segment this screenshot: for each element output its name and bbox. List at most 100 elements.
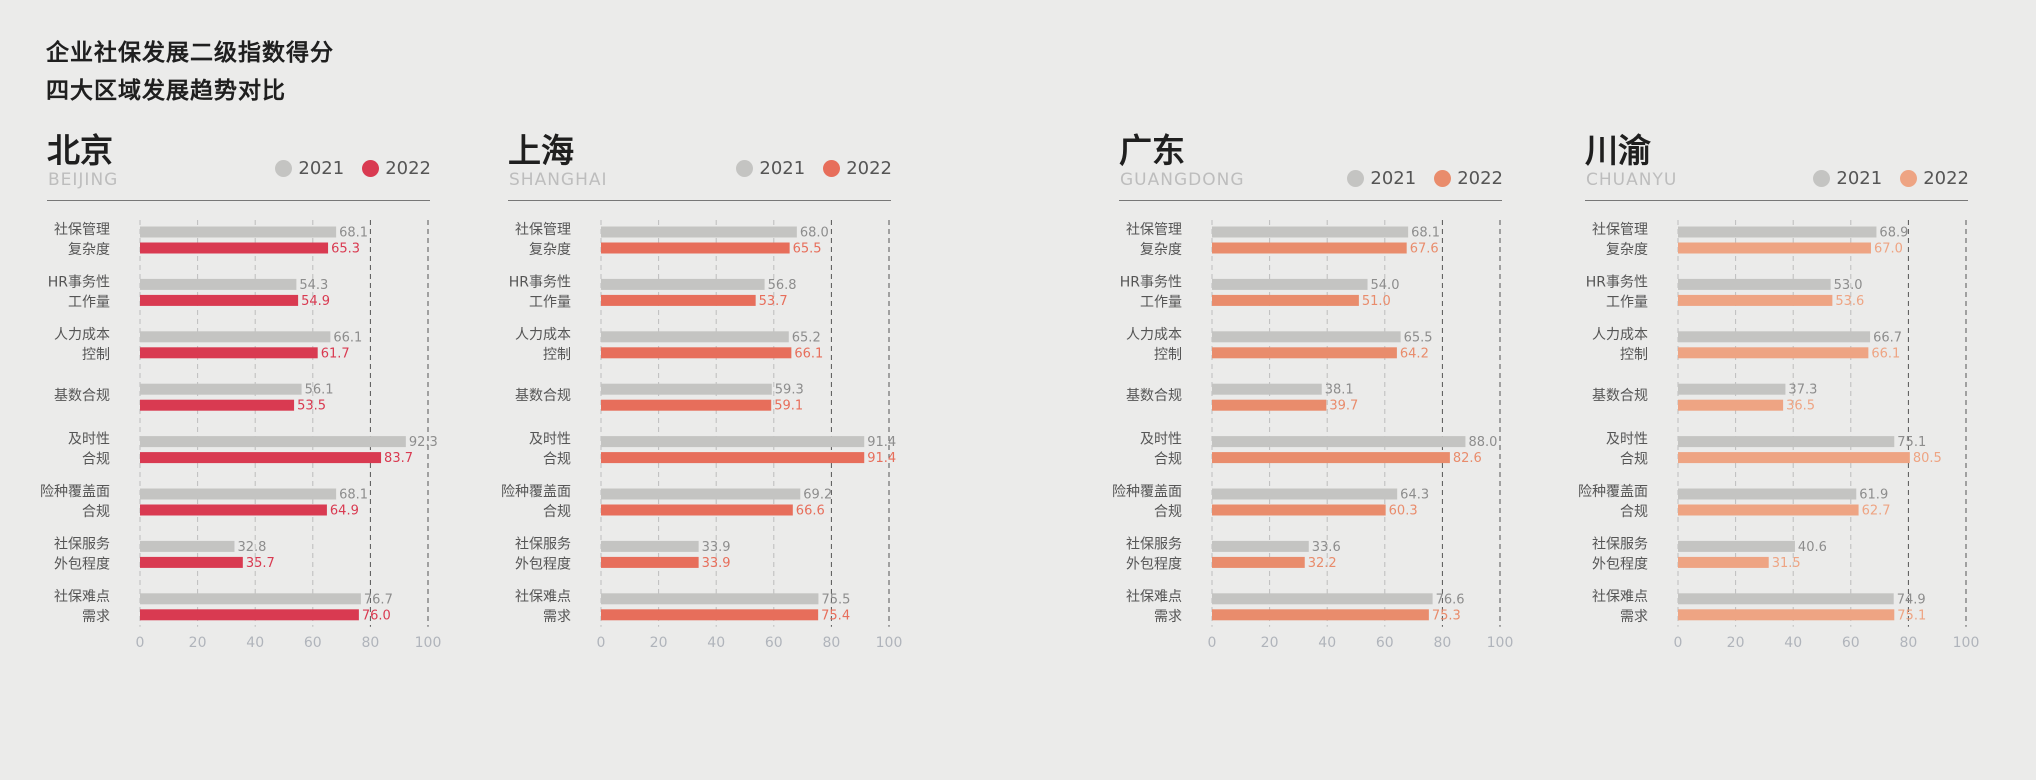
category-label: 社保服务外包程度	[515, 536, 571, 572]
value-label-2022: 33.9	[702, 556, 731, 571]
bar-plot: 0 20 40 60 80 100社保管理复杂度68.165.3HR事务性工作量54.35…	[40, 220, 441, 651]
category-label-line: 合规	[1620, 504, 1648, 520]
category-label-line: 工作量	[68, 294, 110, 310]
value-label-2021: 64.3	[1400, 488, 1429, 503]
value-label-2021: 68.9	[1879, 226, 1908, 241]
value-label-2021: 59.3	[775, 383, 804, 398]
category-label-line: HR事务性	[48, 274, 110, 290]
chart-subtitle: SHANGHAI	[509, 170, 608, 190]
bar-2022	[601, 242, 790, 254]
bar-2022	[601, 452, 865, 464]
category-label-line: 控制	[1154, 347, 1182, 363]
category-label-line: 工作量	[1140, 294, 1182, 310]
bar-2022	[1212, 347, 1397, 359]
bar-2022	[1678, 556, 1769, 568]
value-label-2022: 75.3	[1432, 608, 1461, 623]
category-label-line: 及时性	[529, 432, 571, 448]
category-label-line: 控制	[82, 347, 110, 363]
value-label-2022: 53.7	[759, 294, 788, 309]
bar-2022	[601, 347, 792, 359]
legend: 2021 2022	[1795, 168, 1969, 189]
value-label-2021: 61.9	[1859, 488, 1888, 503]
bar-2021	[601, 331, 789, 343]
category-label-line: 复杂度	[1606, 241, 1648, 258]
x-tick-label: 100	[1487, 635, 1514, 651]
value-label-2022: 39.7	[1329, 399, 1358, 414]
bar-2021	[140, 383, 302, 395]
value-label-2021: 68.0	[800, 226, 829, 241]
bar-2022	[1678, 242, 1871, 254]
value-label-2022: 61.7	[321, 346, 350, 361]
legend-dot-2021	[1813, 170, 1831, 187]
category-label: 社保服务外包程度	[1126, 536, 1182, 572]
value-label-2021: 74.9	[1897, 592, 1926, 607]
category-label: 社保难点需求	[1126, 589, 1182, 625]
category-label-line: 及时性	[1140, 432, 1182, 448]
category-label-line: 及时性	[1606, 432, 1648, 448]
bar-plot: 0 20 40 60 80 100 社保管理复杂度 68.167.6 HR事务性工作量 54.05…	[1112, 220, 1513, 651]
category-label: 险种覆盖面合规	[1578, 484, 1648, 520]
category-label-line: 合规	[543, 504, 571, 520]
value-label-2022: 83.7	[384, 451, 413, 466]
header-rule	[1585, 200, 1968, 201]
legend-item-2022: 2022	[823, 158, 892, 179]
category-label-line: 基数合规	[54, 387, 110, 404]
value-label-2021: 91.4	[867, 435, 896, 450]
value-label-2022: 66.1	[1871, 346, 1900, 361]
x-tick-label: 80	[1899, 635, 1917, 651]
x-tick-label: 20	[189, 635, 207, 651]
value-label-2022: 62.7	[1862, 504, 1891, 519]
bar-2021	[1212, 488, 1398, 500]
bar-2022	[140, 399, 295, 411]
x-tick-label: 40	[1318, 635, 1336, 651]
x-tick-label: 100	[876, 635, 903, 651]
bar-2021	[1212, 593, 1433, 605]
bar-2022	[1678, 294, 1833, 306]
legend-dot-2021	[736, 160, 754, 177]
bar-2021	[1212, 278, 1368, 290]
category-label-line: 人力成本	[54, 327, 110, 343]
bar-2022	[1212, 452, 1450, 464]
bar-2022	[140, 556, 243, 568]
chart-title: 北京	[47, 131, 113, 170]
category-label: 社保难点需求	[54, 589, 110, 625]
bar-2022	[1212, 399, 1327, 411]
category-label-line: 基数合规	[1592, 387, 1648, 404]
value-label-2022: 59.1	[774, 399, 803, 414]
legend: 2021 2022	[718, 158, 892, 179]
bar-2021	[1212, 540, 1309, 552]
category-label-line: 复杂度	[1140, 241, 1182, 258]
bar-2021	[140, 331, 331, 343]
category-label-line: 人力成本	[1592, 327, 1648, 343]
bar-2021	[140, 593, 361, 605]
value-label-2021: 32.8	[237, 540, 266, 555]
legend-label-2022: 2022	[846, 158, 892, 179]
category-label-line: 合规	[1154, 452, 1182, 468]
x-tick-label: 40	[707, 635, 725, 651]
category-label-line: 工作量	[1606, 294, 1648, 310]
legend-label-2022: 2022	[1923, 168, 1969, 189]
value-label-2022: 64.9	[330, 504, 359, 519]
value-label-2022: 65.3	[331, 242, 360, 257]
category-label-line: 外包程度	[515, 556, 571, 572]
x-tick-label: 60	[304, 635, 322, 651]
category-label: 基数合规	[54, 387, 110, 404]
bar-2021	[1678, 331, 1871, 343]
bar-2022	[601, 399, 772, 411]
legend-item-2021: 2021	[736, 158, 805, 179]
category-label-line: 外包程度	[1592, 556, 1648, 572]
value-label-2022: 53.6	[1835, 294, 1864, 309]
legend-dot-2022	[1900, 170, 1918, 187]
value-label-2022: 51.0	[1362, 294, 1391, 309]
x-tick-label: 100	[415, 635, 442, 651]
value-label-2022: 82.6	[1453, 451, 1482, 466]
legend-label-2021: 2021	[1836, 168, 1883, 189]
category-label: 人力成本控制	[54, 327, 110, 363]
legend-item-2022: 2022	[1900, 168, 1969, 189]
main-title: 企业社保发展二级指数得分	[46, 40, 334, 66]
category-label-line: 需求	[1154, 609, 1182, 625]
category-label-line: 社保难点	[515, 589, 571, 605]
bar-2021	[1678, 383, 1786, 395]
bar-2022	[140, 504, 327, 516]
bar-2022	[1678, 399, 1784, 411]
